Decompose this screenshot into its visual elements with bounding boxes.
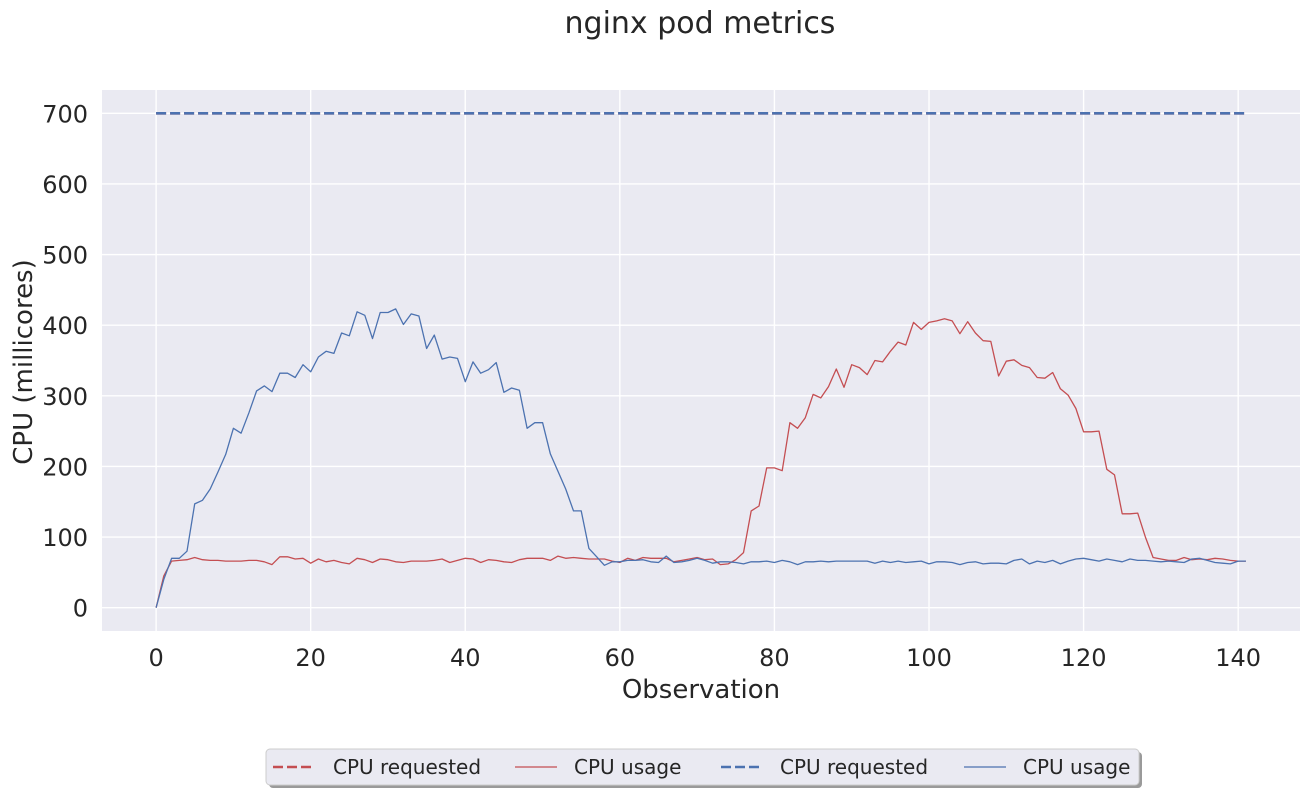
x-tick-label: 20	[295, 644, 326, 672]
legend-label: CPU usage	[1023, 755, 1130, 779]
x-tick-label: 60	[605, 644, 636, 672]
y-tick-label: 700	[42, 100, 88, 128]
y-axis-label: CPU (millicores)	[9, 259, 39, 465]
x-axis-label: Observation	[622, 675, 780, 705]
y-tick-label: 200	[42, 453, 88, 481]
x-tick-label: 40	[450, 644, 481, 672]
x-tick-label: 80	[759, 644, 790, 672]
series-lines	[155, 112, 1246, 608]
x-tick-label: 140	[1215, 644, 1261, 672]
cpu-usage-line	[155, 318, 1246, 608]
cpu-usage-line	[155, 308, 1246, 608]
chart-title: nginx pod metrics	[565, 6, 836, 41]
y-tick-label: 0	[73, 595, 88, 623]
y-tick-label: 100	[42, 524, 88, 552]
legend-label: CPU requested	[333, 755, 481, 779]
y-tick-label: 500	[42, 242, 88, 270]
tick-labels: 0 20 40 60 80 100 120 140 0 100 200 300 400 500 600 700	[42, 100, 1261, 672]
legend-label: CPU requested	[780, 755, 928, 779]
x-tick-label: 100	[906, 644, 952, 672]
legend-label: CPU usage	[574, 755, 681, 779]
legend: CPU requested CPU usage CPU requested CPU u…	[265, 748, 1142, 788]
y-tick-label: 300	[42, 383, 88, 411]
x-tick-label: 0	[148, 644, 163, 672]
grid-lines	[102, 90, 1300, 631]
plot-area	[102, 90, 1300, 631]
y-tick-label: 600	[42, 171, 88, 199]
legend-box	[265, 748, 1140, 786]
y-tick-label: 400	[42, 312, 88, 340]
x-tick-label: 120	[1061, 644, 1107, 672]
